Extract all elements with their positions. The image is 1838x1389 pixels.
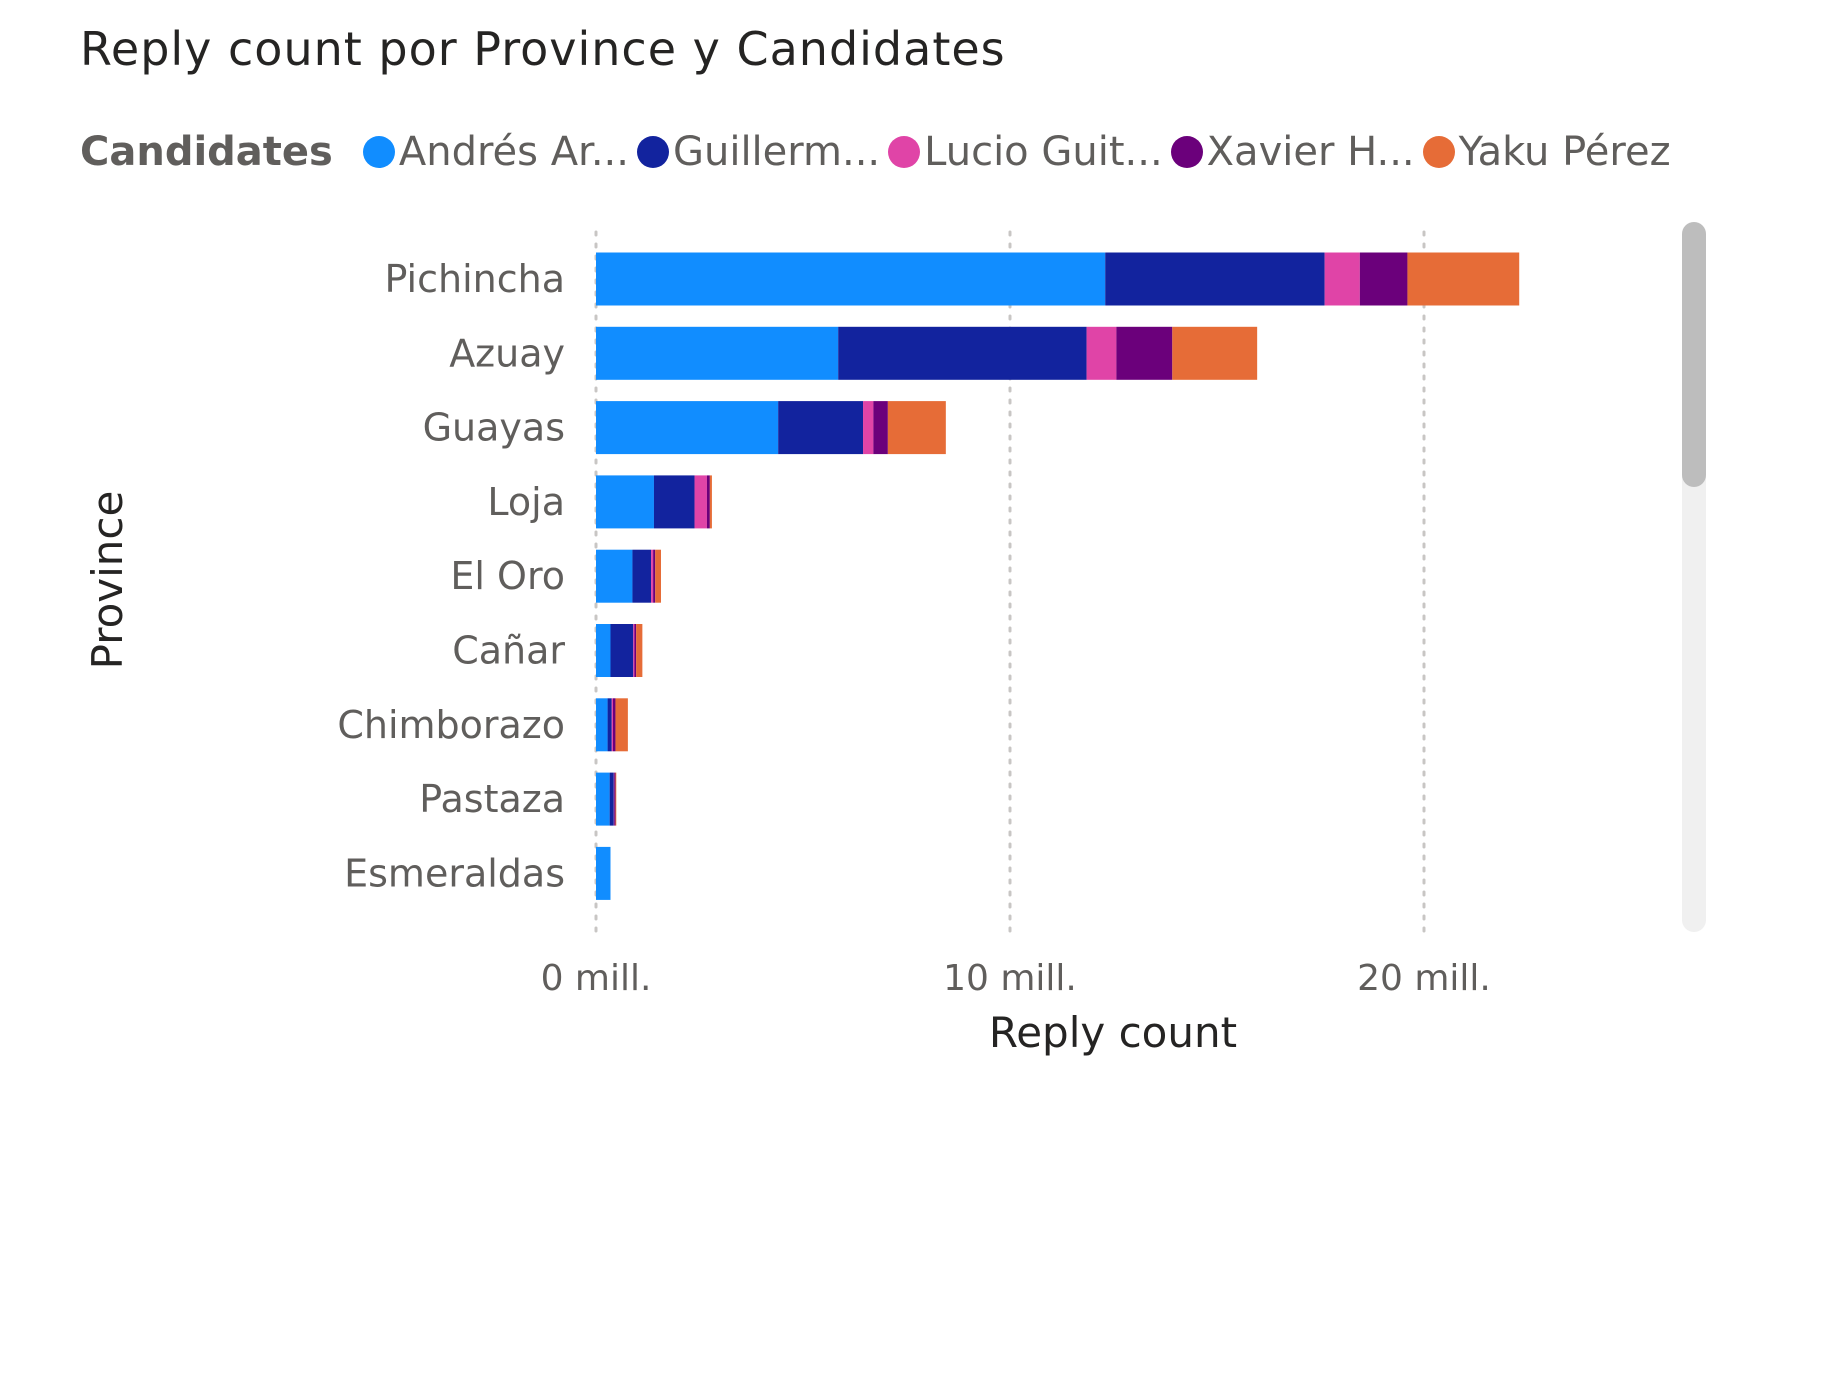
bar-segment [596,624,611,677]
bar-segment [778,401,864,455]
bar-segment [1172,326,1258,380]
bar-segment [1086,326,1117,380]
bar-segment [651,549,654,603]
bar-segment [612,698,616,752]
bar-segment [596,772,610,826]
bar-segment [596,846,611,900]
y-tick-label: Guayas [423,406,565,450]
y-tick-label: Azuay [449,331,565,375]
legend: Candidates Andrés Ar... Guillerm... Luci… [80,122,1679,182]
legend-item-guillermo[interactable]: Guillerm... [636,129,881,175]
bar-segment [873,401,888,455]
bar-segment [634,624,637,677]
bar-segment [596,252,1106,306]
bar-segment [1105,252,1325,306]
bar-segment [596,326,839,380]
y-axis-title: Province [83,491,132,670]
y-tick-label: Loja [487,480,565,524]
bar-segment [709,475,712,529]
x-tick-label: 10 mill. [943,958,1077,999]
bar-segment [1407,252,1520,306]
bar-segment [706,475,710,529]
bar-segment [615,698,628,752]
bar-segment [596,401,779,455]
bar-segment [838,326,1087,380]
bar-segment [653,475,695,529]
legend-marker [1170,136,1203,168]
x-tick-label: 20 mill. [1357,958,1491,999]
legend-item-yaku[interactable]: Yaku Pérez [1422,129,1671,175]
bar-segment [632,549,652,603]
bar-segment [607,698,612,752]
x-axis-title: Reply count [989,1008,1237,1057]
legend-item-andres[interactable]: Andrés Ar... [362,129,629,175]
bar-segment [1116,326,1173,380]
bar-segment [596,698,608,752]
y-tick-label: Pastaza [419,777,565,821]
x-tick-label: 0 mill. [541,958,652,999]
bar-segment [887,401,946,455]
bar-segment [596,549,633,603]
bar-segment [614,772,616,826]
legend-label: Xavier H... [1206,129,1415,175]
bar-segment [596,475,654,529]
y-tick-label: El Oro [450,554,565,598]
bar-segment [653,549,656,603]
bar-segment [615,772,617,826]
chart-title: Reply count por Province y Candidates [80,22,1006,76]
bar-segment [609,772,614,826]
bar-segment [863,401,874,455]
legend-marker [636,136,669,168]
bar-segment [655,549,661,603]
legend-title: Candidates [80,129,333,175]
bar-segment [1359,252,1408,306]
y-tick-label: Pichincha [384,257,565,301]
y-tick-label: Esmeraldas [344,851,565,895]
legend-item-lucio[interactable]: Lucio Guit... [888,129,1163,175]
legend-marker [888,136,921,168]
bar-segment [633,624,635,677]
bar-segment [611,698,613,752]
bar-segment [610,624,634,677]
scrollbar-thumb[interactable] [1682,222,1706,487]
legend-label: Guillerm... [672,129,881,175]
y-tick-label: Cañar [452,629,565,673]
legend-label: Andrés Ar... [398,129,629,175]
legend-label: Yaku Pérez [1458,129,1671,175]
legend-label: Lucio Guit... [924,129,1163,175]
y-tick-label: Chimborazo [337,703,565,747]
legend-marker [1422,136,1455,168]
legend-item-xavier[interactable]: Xavier H... [1170,129,1415,175]
bar-segment [1324,252,1360,306]
bar-segment [694,475,707,529]
legend-marker [362,136,395,168]
bar-segment [636,624,643,677]
